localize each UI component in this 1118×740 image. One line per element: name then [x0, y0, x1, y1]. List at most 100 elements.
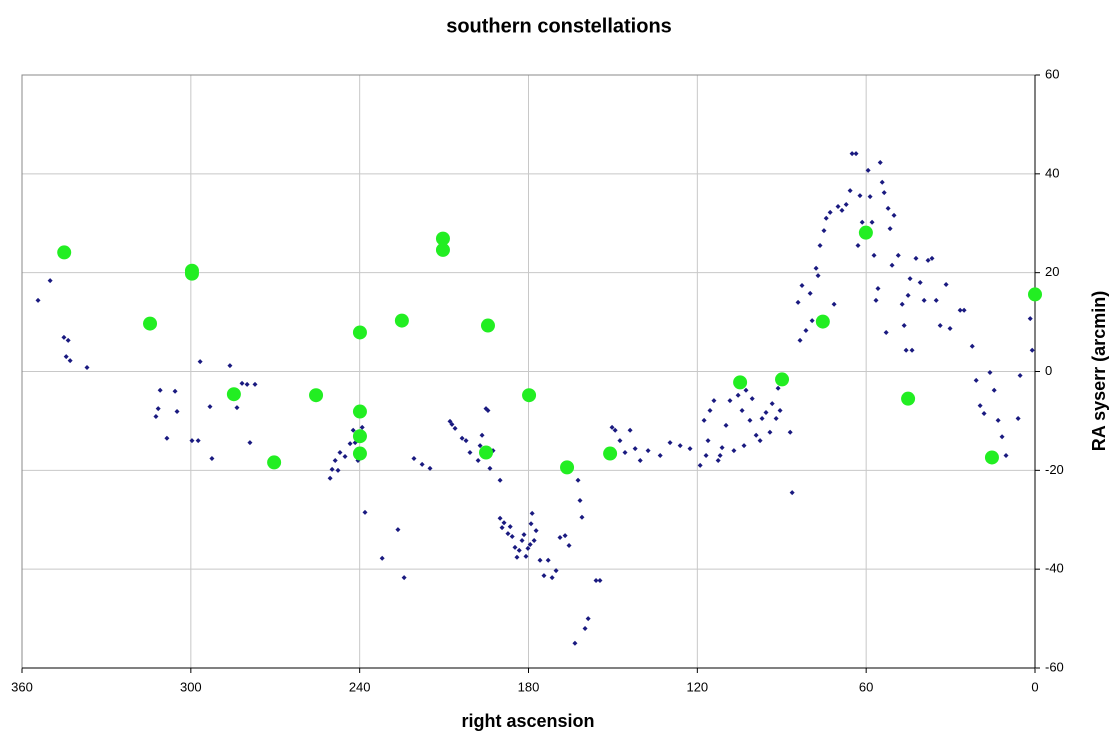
point [485, 408, 491, 414]
point [525, 545, 531, 551]
point [909, 347, 915, 353]
point [523, 553, 529, 559]
point [267, 455, 282, 470]
point [509, 534, 515, 540]
point [853, 151, 859, 157]
point [627, 427, 633, 433]
point [827, 209, 833, 215]
point [645, 448, 651, 454]
point [395, 527, 401, 533]
point [329, 466, 335, 472]
point [999, 434, 1005, 440]
point [1028, 287, 1042, 302]
point [907, 276, 913, 282]
point [419, 461, 425, 467]
point [226, 387, 241, 402]
point [947, 326, 953, 332]
point [582, 625, 588, 631]
point [1027, 316, 1033, 322]
point [723, 422, 729, 428]
point [925, 257, 931, 263]
point [731, 448, 737, 454]
point [885, 205, 891, 211]
point [522, 388, 537, 403]
point [519, 538, 525, 544]
point [401, 575, 407, 581]
point [991, 387, 997, 393]
point [528, 521, 534, 527]
point [821, 228, 827, 234]
point [463, 438, 469, 444]
point [787, 429, 793, 435]
point [715, 457, 721, 463]
point [759, 415, 765, 421]
x-tick-label: 240 [349, 679, 371, 694]
point [562, 533, 568, 539]
point [352, 446, 367, 461]
point [929, 255, 935, 261]
point [352, 404, 367, 419]
point [809, 318, 815, 324]
point [697, 462, 703, 468]
point [155, 406, 161, 412]
point [877, 159, 883, 165]
point [879, 179, 885, 185]
chart-title: southern constellations [446, 15, 672, 37]
point [172, 388, 178, 394]
point [741, 443, 747, 449]
point [981, 411, 987, 417]
point [63, 354, 69, 360]
point [677, 443, 683, 449]
point [891, 212, 897, 218]
point [533, 528, 539, 534]
point [873, 297, 879, 303]
point [352, 325, 367, 340]
point [507, 524, 513, 530]
point [174, 409, 180, 415]
point [657, 453, 663, 459]
y-axis-label: RA syserr (arcmin) [1089, 291, 1109, 451]
point [901, 323, 907, 329]
point [719, 445, 725, 451]
point [869, 219, 875, 225]
point [585, 616, 591, 622]
point [435, 242, 450, 257]
point [164, 435, 170, 441]
point [553, 568, 559, 574]
point [881, 190, 887, 196]
point [247, 440, 253, 446]
point [244, 381, 250, 387]
point [743, 387, 749, 393]
point [775, 372, 790, 387]
point [667, 440, 673, 446]
point [499, 525, 505, 531]
point [701, 417, 707, 423]
point [153, 413, 159, 419]
x-tick-label: 360 [11, 679, 33, 694]
point [921, 297, 927, 303]
point [234, 405, 240, 411]
point [575, 477, 581, 483]
point [889, 262, 895, 268]
point [797, 337, 803, 343]
point [362, 509, 368, 515]
y-tick-label: -60 [1045, 659, 1064, 674]
point [342, 453, 348, 459]
point [459, 435, 465, 441]
point [449, 421, 455, 427]
point [905, 292, 911, 298]
point [687, 446, 693, 452]
point [839, 207, 845, 213]
point [617, 438, 623, 444]
point [775, 385, 781, 391]
point [733, 375, 748, 390]
point [887, 226, 893, 232]
point [609, 424, 615, 430]
point [632, 446, 638, 452]
point [189, 438, 195, 444]
point [529, 510, 535, 516]
point [479, 432, 485, 438]
point [227, 363, 233, 369]
point [969, 343, 975, 349]
point [735, 392, 741, 398]
